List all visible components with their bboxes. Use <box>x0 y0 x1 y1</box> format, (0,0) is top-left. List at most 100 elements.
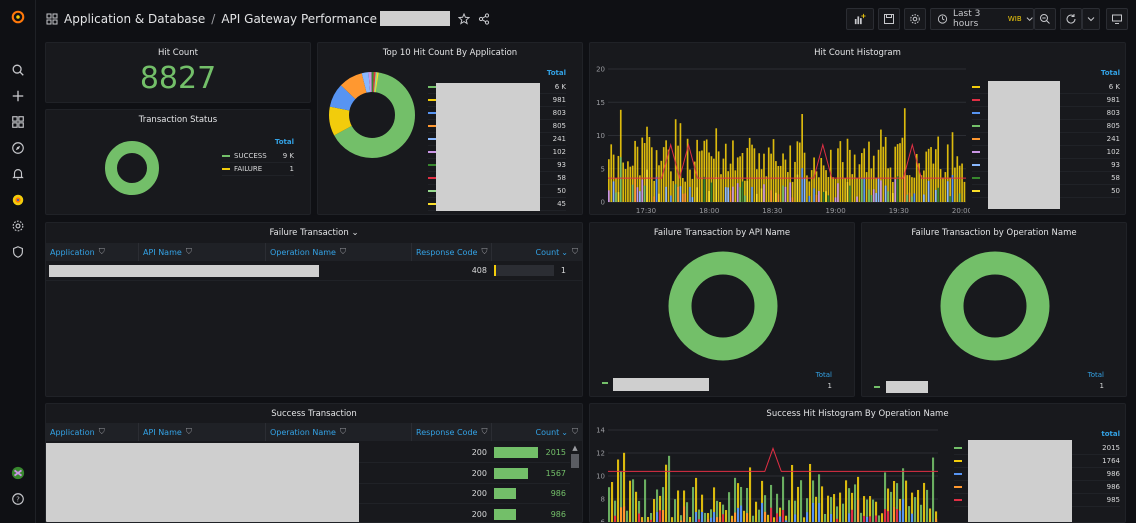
histogram-bar <box>803 152 806 202</box>
histogram-bar <box>713 487 716 522</box>
histogram-bar <box>741 181 744 202</box>
histogram-bar <box>737 507 740 522</box>
panel-hit-count[interactable]: Hit Count 8827 <box>45 42 311 103</box>
column-header-application[interactable]: Application ⛉ <box>46 423 139 441</box>
histogram-bar <box>809 463 812 522</box>
refresh-button[interactable] <box>1060 8 1082 30</box>
legend-value: 803 <box>1106 109 1120 117</box>
column-header-operation-name[interactable]: Operation Name ⛉ <box>266 423 412 441</box>
histogram-bar <box>837 148 839 202</box>
tv-mode-button[interactable] <box>1106 8 1128 30</box>
plugin-globe-icon[interactable] <box>9 191 27 209</box>
legend-header: total <box>1101 430 1120 438</box>
panel-failure-by-operation[interactable]: Failure Transaction by Operation Name To… <box>861 222 1127 397</box>
donut-slice <box>329 72 415 158</box>
histogram-bar <box>779 165 782 202</box>
histogram-bar <box>949 196 951 202</box>
scrollbar[interactable]: ▲ <box>570 444 580 522</box>
legend-value: 45 <box>557 200 566 208</box>
filter-icon[interactable]: ⛉ <box>98 427 105 436</box>
histogram-bar <box>848 513 851 522</box>
legend-row[interactable]: FAILURE 1 <box>222 163 294 176</box>
column-header-count[interactable]: Count ⌄ ⛉ <box>492 423 582 441</box>
shield-icon[interactable] <box>9 243 27 261</box>
column-header-api-name[interactable]: API Name ⛉ <box>139 243 266 261</box>
histogram-bar <box>704 512 707 522</box>
histogram-bar <box>638 500 641 522</box>
time-range-label: Last 3 hours <box>953 9 981 29</box>
filter-icon[interactable]: ⛉ <box>572 247 578 256</box>
panel-title[interactable]: Failure Transaction ⌄ <box>46 228 582 238</box>
filter-icon[interactable]: ⛉ <box>481 427 488 436</box>
legend-value: 1 <box>1099 382 1104 390</box>
panel-transaction-status[interactable]: Transaction Status Total SUCCESS 9 K FAIL… <box>45 109 311 215</box>
zoom-out-button[interactable] <box>1034 8 1056 30</box>
panel-failure-by-api[interactable]: Failure Transaction by API Name Total 1 <box>589 222 855 397</box>
column-header-response-code[interactable]: Response Code ⛉ <box>412 423 492 441</box>
breadcrumb-folder[interactable]: Application & Database <box>64 11 206 26</box>
time-picker-button[interactable]: Last 3 hours WIB <box>930 8 1034 30</box>
histogram-bar <box>902 468 905 522</box>
share-icon[interactable] <box>478 12 490 25</box>
scrollbar-thumb[interactable] <box>571 454 579 468</box>
histogram-bar <box>818 191 820 202</box>
search-icon[interactable] <box>9 61 27 79</box>
explore-compass-icon[interactable] <box>9 139 27 157</box>
alerting-bell-icon[interactable] <box>9 165 27 183</box>
filter-icon[interactable]: ⛉ <box>185 427 192 436</box>
histogram-bar <box>772 139 775 202</box>
histogram-bar <box>639 191 641 202</box>
histogram-bar <box>693 161 696 202</box>
histogram-bar <box>860 153 863 202</box>
star-icon[interactable] <box>458 12 471 25</box>
table-header: Application ⛉ API Name ⛉ Operation Name ⛉ R… <box>46 423 582 441</box>
settings-gear-icon[interactable] <box>9 217 27 235</box>
help-icon[interactable]: ? <box>9 490 27 508</box>
panel-hit-histogram[interactable]: Hit Count Histogram 20 15 10 5 0 17:30 18:00 18… <box>589 42 1126 215</box>
grafana-logo-icon[interactable] <box>9 8 27 26</box>
add-panel-button[interactable] <box>846 8 874 30</box>
donut-slice <box>329 72 415 158</box>
user-avatar-icon[interactable] <box>9 464 27 482</box>
histogram-bar <box>641 137 644 202</box>
histogram-bar <box>734 512 737 522</box>
save-dashboard-button[interactable] <box>878 8 900 30</box>
plus-icon[interactable] <box>9 87 27 105</box>
dashboard-title[interactable]: API Gateway Performance <box>221 11 378 26</box>
histogram-bar <box>930 147 932 202</box>
column-header-api-name[interactable]: API Name ⛉ <box>139 423 266 441</box>
histogram-bar <box>911 492 914 522</box>
legend-swatch <box>428 190 436 192</box>
filter-icon[interactable]: ⛉ <box>481 247 488 256</box>
panel-success-transaction[interactable]: Success Transaction Application ⛉ API Nam… <box>45 403 583 523</box>
filter-icon[interactable]: ⛉ <box>339 427 346 436</box>
histogram-bar <box>739 156 741 202</box>
panel-success-histogram[interactable]: Success Hit Histogram By Operation Name … <box>589 403 1126 523</box>
column-header-count[interactable]: Count ⌄ ⛉ <box>492 243 582 261</box>
filter-icon[interactable]: ⛉ <box>339 247 346 256</box>
column-header-application[interactable]: Application ⛉ <box>46 243 139 261</box>
column-header-response-code[interactable]: Response Code ⛉ <box>412 243 492 261</box>
legend-value: 981 <box>1106 96 1120 104</box>
histogram-bar <box>791 464 794 522</box>
scroll-up-icon[interactable]: ▲ <box>572 444 578 452</box>
histogram-bar <box>779 516 782 522</box>
histogram-bar <box>899 498 902 522</box>
column-header-operation-name[interactable]: Operation Name ⛉ <box>266 243 412 261</box>
filter-icon[interactable]: ⛉ <box>185 247 192 256</box>
filter-icon[interactable]: ⛉ <box>98 247 105 256</box>
panel-failure-transaction[interactable]: Failure Transaction ⌄ Application ⛉ API N… <box>45 222 583 397</box>
filter-icon[interactable]: ⛉ <box>572 427 578 436</box>
histogram-bar <box>728 492 731 522</box>
dashboards-icon[interactable] <box>9 113 27 131</box>
dashboard-settings-button[interactable] <box>904 8 926 30</box>
legend-row[interactable]: SUCCESS 9 K <box>222 150 294 163</box>
table-row[interactable]: 408 1 <box>46 261 582 281</box>
legend-swatch <box>222 168 230 170</box>
panel-top10-hit-count[interactable]: Top 10 Hit Count By Application Total 6 … <box>317 42 583 215</box>
column-label: API Name <box>143 247 182 257</box>
histogram-bar <box>638 513 641 522</box>
refresh-interval-dropdown[interactable] <box>1082 8 1100 30</box>
y-tick-label: 6 <box>601 519 606 523</box>
save-icon <box>884 14 894 24</box>
